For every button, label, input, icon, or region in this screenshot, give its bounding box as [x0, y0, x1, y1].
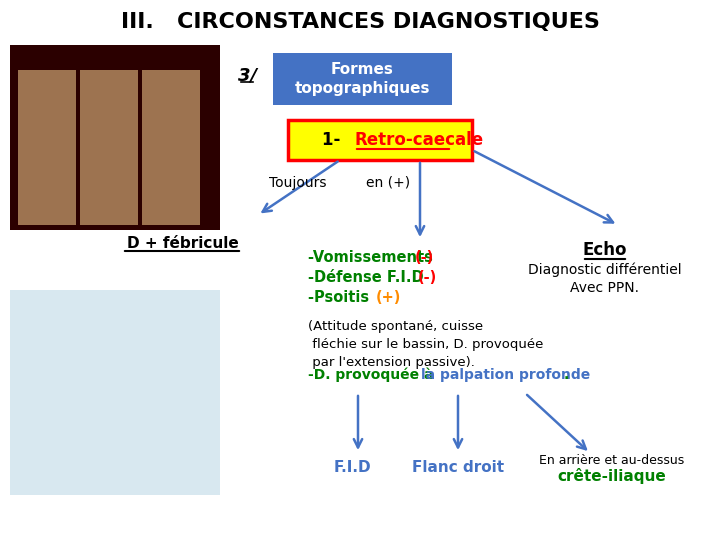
Text: Formes
topographiques: Formes topographiques — [294, 62, 431, 96]
Text: Avec PPN.: Avec PPN. — [570, 281, 639, 295]
FancyBboxPatch shape — [273, 53, 452, 105]
Text: Toujours: Toujours — [269, 176, 327, 190]
Text: (-): (-) — [418, 271, 437, 286]
Text: .: . — [564, 368, 570, 382]
Text: en (+): en (+) — [366, 176, 410, 190]
Bar — [10, 45, 220, 230]
Text: Flanc droit: Flanc droit — [412, 461, 504, 476]
FancyBboxPatch shape — [288, 120, 472, 160]
Text: III.   CIRCONSTANCES DIAGNOSTIQUES: III. CIRCONSTANCES DIAGNOSTIQUES — [120, 12, 600, 32]
Bar — [142, 70, 200, 225]
Text: -Défense F.I.D: -Défense F.I.D — [308, 271, 428, 286]
Text: -Vomissements: -Vomissements — [308, 251, 438, 266]
Text: 1-: 1- — [322, 131, 352, 149]
Text: (-): (-) — [415, 251, 434, 266]
Text: D + fébricule: D + fébricule — [127, 235, 239, 251]
Text: crête-iliaque: crête-iliaque — [557, 468, 667, 484]
Text: -D. provoquée à: -D. provoquée à — [308, 368, 438, 382]
Text: F.I.D: F.I.D — [333, 461, 371, 476]
Text: Retro-caecale: Retro-caecale — [354, 131, 483, 149]
Bar — [10, 290, 220, 495]
Text: Echo: Echo — [582, 241, 627, 259]
Text: (Attitude spontané, cuisse
 fléchie sur le bassin, D. provoquée
 par l'extension: (Attitude spontané, cuisse fléchie sur l… — [308, 320, 544, 369]
Bar — [18, 70, 76, 225]
Text: En arrière et au-dessus: En arrière et au-dessus — [539, 454, 685, 467]
Text: -Psoitis: -Psoitis — [308, 291, 374, 306]
Text: la palpation profonde: la palpation profonde — [421, 368, 590, 382]
Text: Diagnostic différentiel: Diagnostic différentiel — [528, 263, 682, 277]
Bar — [80, 70, 138, 225]
Text: 3/: 3/ — [238, 66, 258, 84]
Text: (+): (+) — [376, 291, 401, 306]
